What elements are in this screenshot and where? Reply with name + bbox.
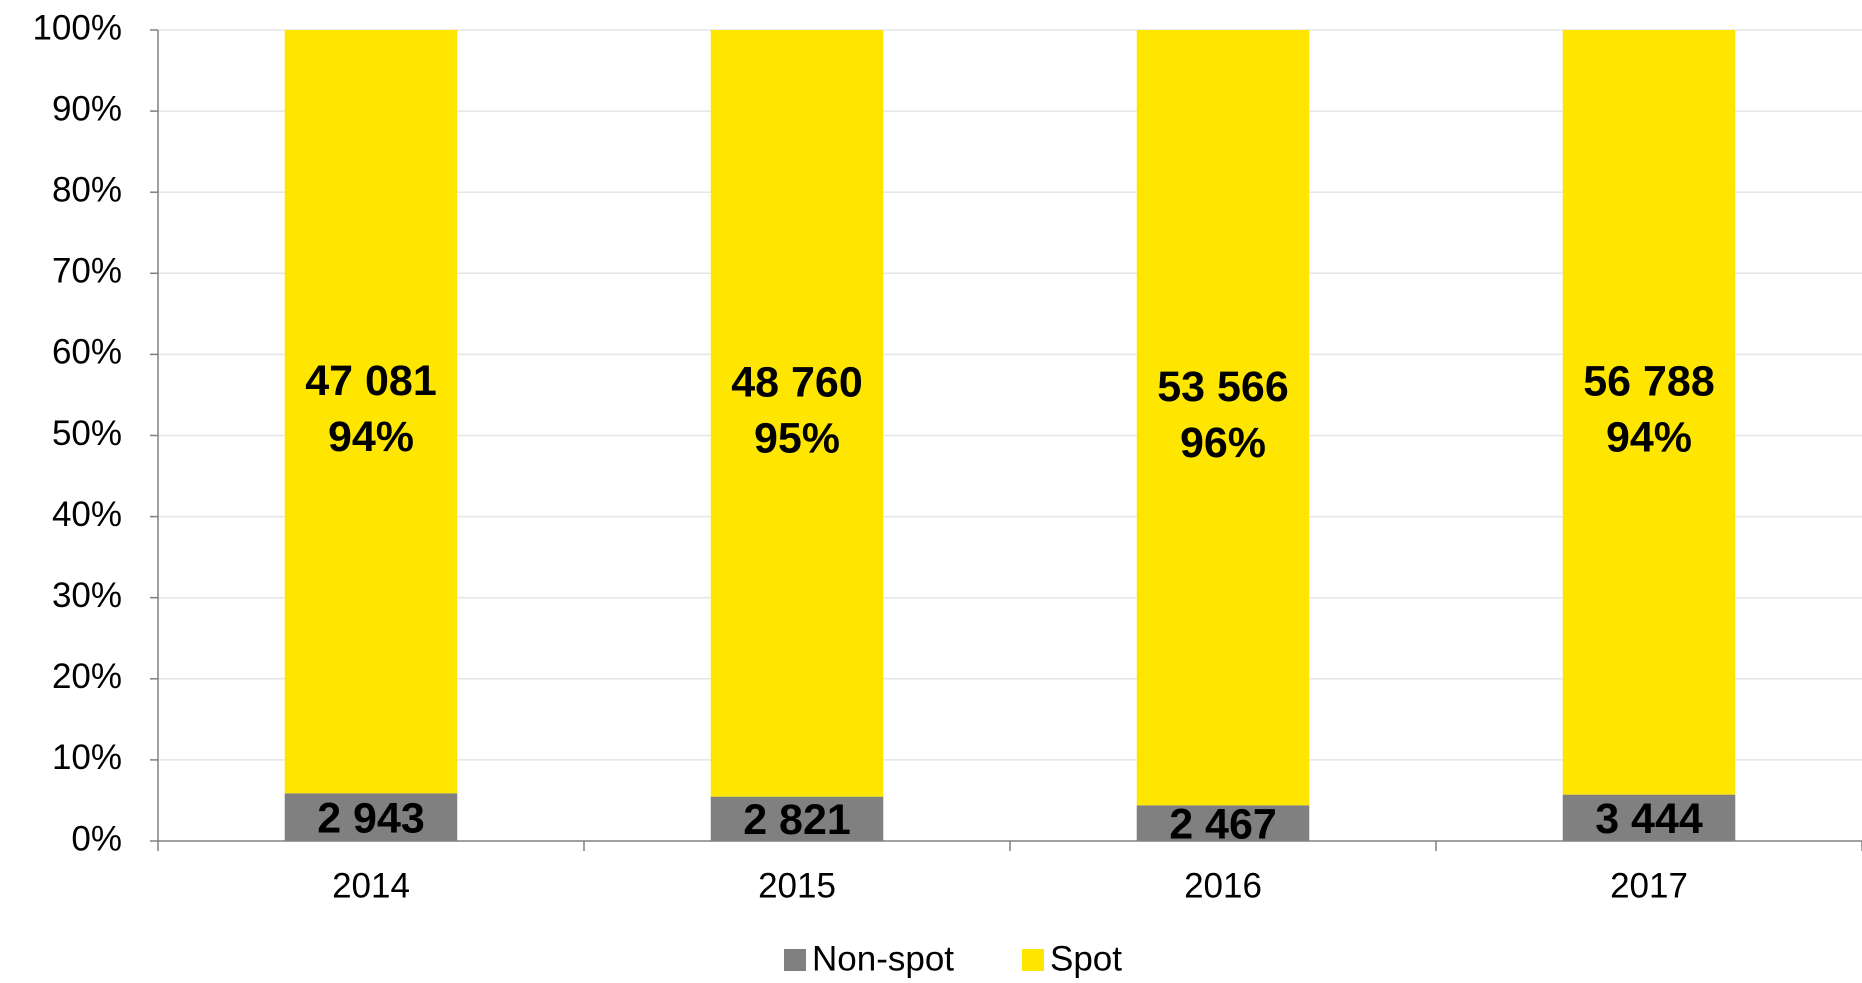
bar-segment	[1136, 30, 1310, 806]
x-tick-label: 2014	[332, 866, 410, 905]
bar-segment	[1562, 794, 1736, 841]
x-tick-label: 2017	[1610, 866, 1688, 905]
legend-label: Spot	[1050, 939, 1122, 978]
share-label: 96%	[1180, 419, 1266, 467]
value-label: 2 821	[743, 796, 851, 844]
y-tick-label: 100%	[32, 8, 122, 47]
share-label: 94%	[328, 413, 414, 461]
legend-label: Non-spot	[812, 939, 954, 978]
x-tick-label: 2015	[758, 866, 836, 905]
y-tick-label: 20%	[52, 657, 122, 696]
legend-swatch	[784, 949, 806, 971]
share-label: 94%	[1606, 414, 1692, 462]
y-tick-label: 30%	[52, 576, 122, 615]
y-tick-label: 0%	[71, 819, 122, 858]
share-label: 95%	[754, 415, 840, 463]
bar-segment	[284, 30, 458, 794]
value-label: 3 444	[1595, 795, 1703, 843]
value-label: 48 760	[731, 359, 863, 407]
bar-segment	[1136, 805, 1310, 841]
y-tick-label: 60%	[52, 333, 122, 372]
y-tick-label: 80%	[52, 170, 122, 209]
y-tick-label: 70%	[52, 252, 122, 291]
value-label: 47 081	[305, 357, 437, 405]
y-tick-label: 90%	[52, 89, 122, 128]
y-tick-label: 40%	[52, 495, 122, 534]
bar-segment	[1562, 30, 1736, 795]
bar-segment	[710, 796, 884, 841]
bar-segment	[284, 793, 458, 841]
value-label: 2 943	[317, 795, 425, 843]
bar-segment	[710, 30, 884, 797]
legend-swatch	[1022, 949, 1044, 971]
value-label: 56 788	[1583, 358, 1715, 406]
y-tick-label: 50%	[52, 414, 122, 453]
x-tick-label: 2016	[1184, 866, 1262, 905]
value-label: 53 566	[1157, 363, 1289, 411]
y-tick-label: 10%	[52, 738, 122, 777]
